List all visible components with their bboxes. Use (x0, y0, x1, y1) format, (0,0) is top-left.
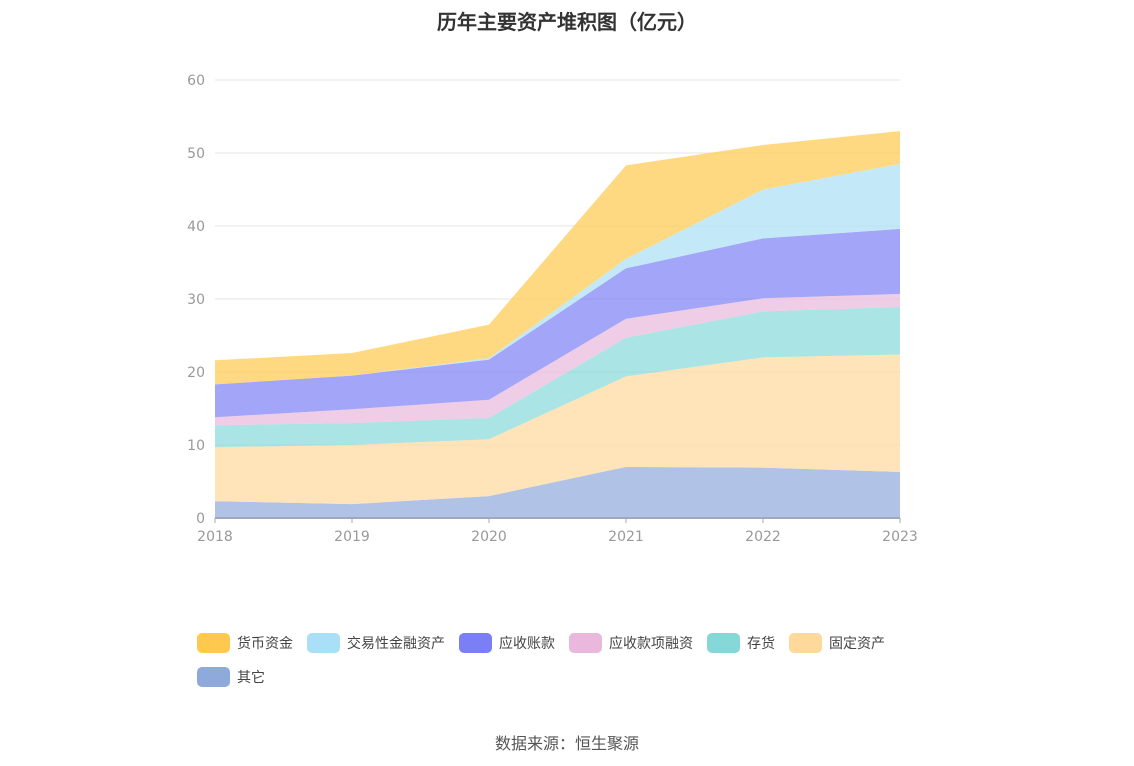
legend-swatch (459, 633, 492, 653)
legend-label: 存货 (747, 636, 775, 652)
legend-swatch (707, 633, 740, 653)
legend-swatch (197, 667, 230, 687)
y-tick-label: 50 (187, 146, 205, 162)
area-series-应收账款 (215, 228, 900, 418)
legend-label: 货币资金 (237, 636, 293, 652)
area-series-货币资金 (215, 131, 900, 385)
legend-item-应收账款[interactable]: 应收账款 (459, 632, 555, 654)
area-series-交易性金融资产 (215, 163, 900, 385)
area-series-应收款项融资 (215, 293, 900, 426)
legend-swatch (197, 633, 230, 653)
legend-label: 其它 (237, 670, 265, 686)
legend-label: 应收账款 (499, 636, 555, 652)
y-tick-label: 30 (187, 292, 205, 308)
area-series-存货 (215, 307, 900, 448)
legend-item-存货[interactable]: 存货 (707, 632, 775, 654)
axes: 0 10 20 30 40 50 60 2018 2019 2020 2021 2022 2023 (187, 73, 918, 545)
legend-label: 应收款项融资 (609, 636, 693, 652)
legend-item-固定资产[interactable]: 固定资产 (789, 632, 885, 654)
x-tick-label: 2023 (882, 529, 918, 545)
y-tick-label: 40 (187, 219, 205, 235)
area-series-其它 (215, 466, 900, 518)
legend-item-货币资金[interactable]: 货币资金 (197, 632, 293, 654)
x-tick-label: 2021 (608, 529, 644, 545)
y-tick-label: 20 (187, 365, 205, 381)
legend-swatch (307, 633, 340, 653)
x-tick-label: 2020 (471, 529, 507, 545)
y-tick-label: 10 (187, 438, 205, 454)
x-tick-label: 2018 (197, 529, 233, 545)
legend-label: 交易性金融资产 (347, 636, 445, 652)
x-tick-label: 2019 (334, 529, 370, 545)
legend-item-其它[interactable]: 其它 (197, 666, 265, 688)
source-note: 数据来源：恒生聚源 (494, 734, 639, 753)
x-tick-label: 2022 (745, 529, 781, 545)
y-tick-label: 0 (196, 511, 205, 527)
y-tick-label: 60 (187, 73, 205, 89)
area-series-layer (215, 131, 900, 518)
legend-item-应收款项融资[interactable]: 应收款项融资 (569, 632, 693, 654)
legend-swatch (789, 633, 822, 653)
area-series-固定资产 (215, 354, 900, 505)
chart-legend: 货币资金 交易性金融资产 应收账款 应收款项融资 存货 固定资产其它 (197, 632, 957, 700)
legend-label: 固定资产 (829, 636, 885, 652)
legend-item-交易性金融资产[interactable]: 交易性金融资产 (307, 632, 445, 654)
chart-title: 历年主要资产堆积图（亿元） (437, 10, 697, 34)
legend-swatch (569, 633, 602, 653)
